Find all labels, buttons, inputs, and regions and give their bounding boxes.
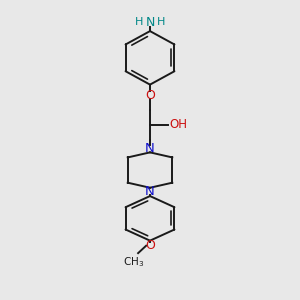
Text: N: N	[145, 142, 155, 155]
Text: O: O	[145, 239, 155, 252]
Text: CH$_3$: CH$_3$	[123, 255, 144, 269]
Text: N: N	[145, 16, 155, 29]
Text: OH: OH	[169, 118, 187, 131]
Text: H: H	[134, 17, 143, 27]
Text: O: O	[145, 88, 155, 101]
Text: H: H	[157, 17, 166, 27]
Text: N: N	[145, 185, 155, 198]
